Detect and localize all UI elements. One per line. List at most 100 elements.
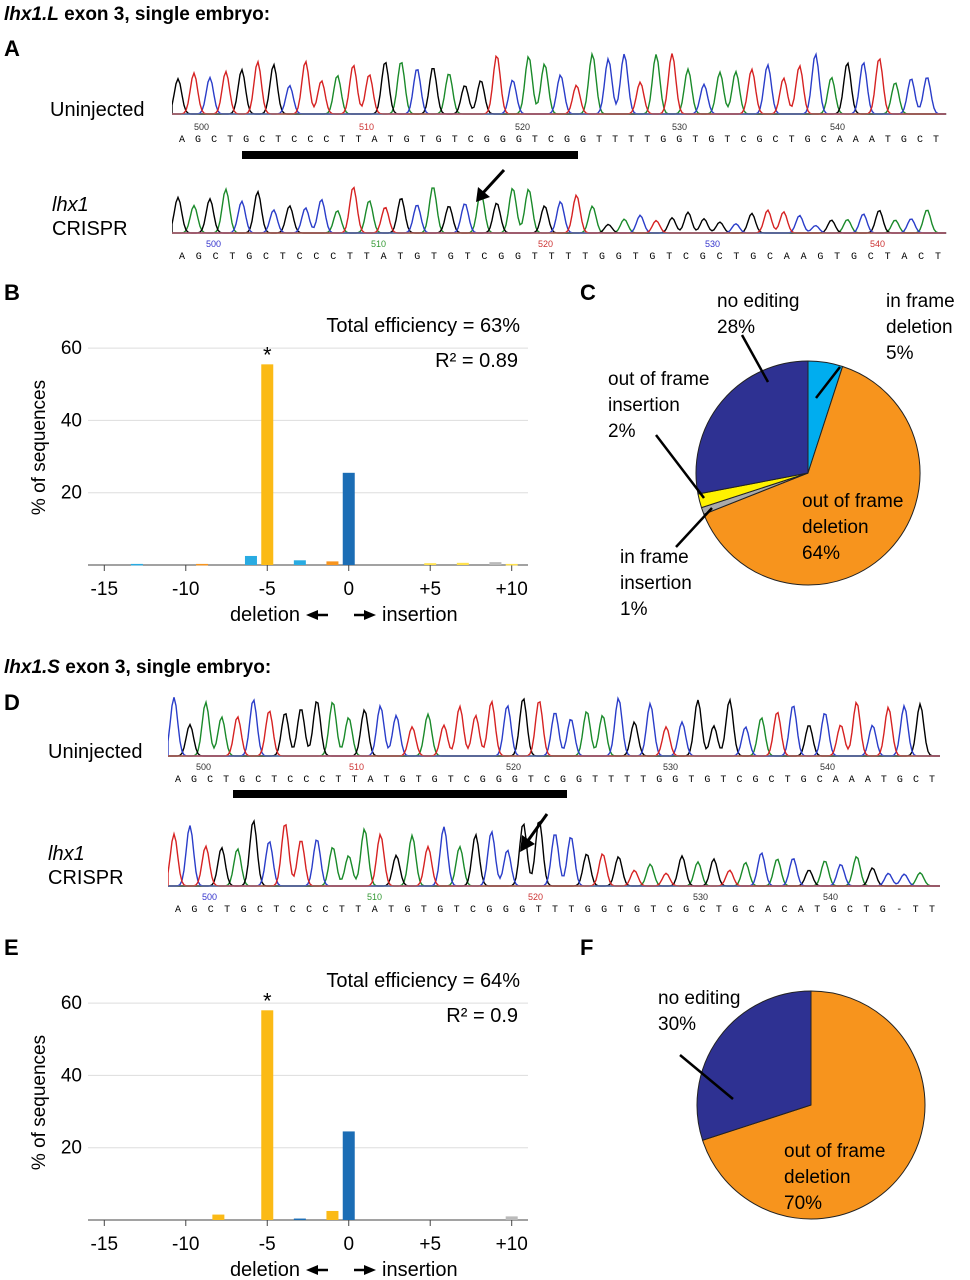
uninjected-label: Uninjected — [50, 99, 145, 121]
arrow-right-icon — [364, 1265, 376, 1275]
pie-slice — [696, 990, 812, 1141]
bar — [342, 1131, 355, 1220]
crispr-label: lhx1 CRISPR — [52, 193, 128, 241]
section-title-rest: exon 3, single embryo: — [58, 4, 271, 25]
arrow-icon — [520, 813, 549, 852]
position-510: 510 — [371, 239, 386, 249]
slice-label: deletion — [886, 317, 953, 338]
position-520: 520 — [538, 239, 553, 249]
x-tick-label: -15 — [91, 579, 118, 600]
x-label-deletion: deletion — [230, 604, 300, 626]
bar — [505, 563, 518, 566]
leader-line — [655, 434, 705, 499]
significance-star: * — [263, 342, 272, 367]
x-label-deletion: deletion — [230, 1259, 300, 1280]
bar — [424, 563, 437, 565]
crispr-label: lhx1 CRISPR — [48, 842, 124, 890]
r-squared-label: R² = 0.89 — [435, 350, 518, 372]
slice-label: deletion — [802, 517, 869, 538]
crispr-gene: lhx1 — [52, 194, 89, 216]
indel-bar-chart-l: 20 40 60 -15 -10 -5 0 +5 +10 * Total efficiency = … — [29, 315, 528, 626]
bar — [261, 364, 274, 565]
base-calls-crispr-s: 500 510 520 530 540 AGCTGCTCCCTTATGTGTCG… — [175, 892, 935, 916]
position-530: 530 — [693, 892, 708, 902]
slice-label: 5% — [886, 343, 914, 364]
bar — [130, 563, 143, 566]
position-520: 520 — [506, 762, 521, 772]
y-axis-label: % of sequences — [29, 1035, 50, 1170]
base-calls-uninjected-l: 500 510 520 530 540 AGCTGCTCCCTTATGTGTCG… — [179, 122, 939, 146]
position-530: 530 — [663, 762, 678, 772]
leader-line — [815, 366, 841, 399]
uninjected-label: Uninjected — [48, 741, 143, 763]
position-500: 500 — [196, 762, 211, 772]
slice-label: out of frame — [608, 369, 709, 390]
trace-line — [172, 198, 946, 234]
base-sequence: AGCTGCTCCCTTATGTGTCGGGTCGGTTTTGGTGTCGCTG… — [175, 775, 935, 786]
trace-line — [172, 189, 946, 234]
r-squared-label: R² = 0.9 — [446, 1005, 518, 1027]
bar — [261, 1010, 274, 1220]
x-tick-label: -10 — [172, 1234, 199, 1255]
pie-slice — [703, 365, 921, 586]
bar — [244, 555, 257, 565]
chromatogram-uninjected-s — [168, 696, 940, 757]
arrow-left-icon — [306, 610, 318, 620]
section-gene: lhx1.L — [4, 4, 59, 25]
slice-label: out of frame — [802, 491, 903, 512]
arrow-icon — [476, 168, 506, 202]
slice-label: 1% — [620, 599, 648, 620]
edit-outcome-pie-s: out of frame deletion 70% no editing 30% — [658, 988, 926, 1220]
slice-label: no editing — [717, 291, 799, 312]
section-gene: lhx1.S — [4, 657, 60, 678]
position-500: 500 — [194, 122, 209, 132]
bar — [342, 472, 355, 565]
base-sequence: AGCTGCTCCCTTATGTGTCGGGTTTGGTGTCGCTGCACAT… — [175, 905, 935, 916]
bar — [489, 562, 502, 565]
position-540: 540 — [870, 239, 885, 249]
indel-bar-chart-s: 20 40 60 -15 -10 -5 0 +5 +10 * Total efficiency = … — [29, 970, 528, 1280]
arrow-right-icon — [364, 610, 376, 620]
x-tick-label: +10 — [496, 579, 528, 600]
base-sequence: AGCTGCTCCCTTATGTGTCGGGTCGGTTTTGGTGTCGCTG… — [179, 135, 939, 146]
pie-slice — [695, 360, 809, 495]
crispr-gene: lhx1 — [48, 843, 85, 865]
panel-letter-e: E — [4, 935, 19, 960]
base-sequence: AGCTGCTCCCTTATGTGTCGGTTTTGGTGTCGCTGCAAGT… — [179, 252, 941, 263]
x-tick-label: -5 — [259, 579, 276, 600]
x-tick-label: +5 — [419, 1234, 441, 1255]
x-tick-label: -15 — [91, 1234, 118, 1255]
position-540: 540 — [820, 762, 835, 772]
leader-line — [675, 507, 713, 548]
position-510: 510 — [367, 892, 382, 902]
position-530: 530 — [672, 122, 687, 132]
bar — [326, 561, 339, 565]
x-label-insertion: insertion — [382, 604, 458, 626]
y-tick-label: 60 — [61, 338, 82, 359]
efficiency-label: Total efficiency = 64% — [326, 970, 520, 992]
base-calls-crispr-l: 500 510 520 530 540 AGCTGCTCCCTTATGTGTCG… — [179, 239, 941, 263]
y-axis-label: % of sequences — [29, 380, 50, 515]
slice-label: in frame — [886, 291, 955, 312]
panel-letter-f: F — [580, 935, 594, 960]
pie-slice — [701, 990, 926, 1220]
panel-letter-c: C — [580, 280, 596, 305]
position-500: 500 — [202, 892, 217, 902]
panel-letter-d: D — [4, 690, 20, 715]
slice-label: in frame — [620, 547, 689, 568]
bar — [212, 1214, 225, 1220]
leader-line — [679, 1054, 734, 1100]
slice-label: insertion — [620, 573, 692, 594]
guide-rna-target-bar — [242, 151, 578, 159]
position-510: 510 — [359, 122, 374, 132]
y-tick-label: 40 — [61, 1065, 82, 1086]
trace-line — [168, 697, 940, 757]
bar — [196, 563, 209, 566]
slice-label: insertion — [608, 395, 680, 416]
x-tick-label: -10 — [172, 579, 199, 600]
position-520: 520 — [528, 892, 543, 902]
chromatogram-uninjected-l — [172, 51, 947, 115]
section-title-lhx1-S: lhx1.S exon 3, single embryo: — [4, 657, 271, 679]
slice-label: out of frame — [784, 1141, 885, 1162]
position-500: 500 — [206, 239, 221, 249]
